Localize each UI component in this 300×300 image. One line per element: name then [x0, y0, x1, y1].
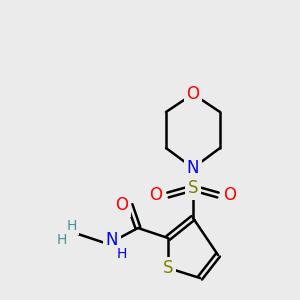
Text: O: O	[224, 186, 236, 204]
Text: H: H	[57, 233, 67, 247]
Text: S: S	[188, 179, 198, 197]
Text: O: O	[149, 186, 163, 204]
Text: O: O	[187, 85, 200, 103]
Text: N: N	[106, 231, 118, 249]
Text: S: S	[163, 259, 173, 277]
Text: N: N	[187, 159, 199, 177]
Text: H: H	[67, 219, 77, 233]
Text: O: O	[116, 196, 128, 214]
Text: H: H	[117, 247, 127, 261]
